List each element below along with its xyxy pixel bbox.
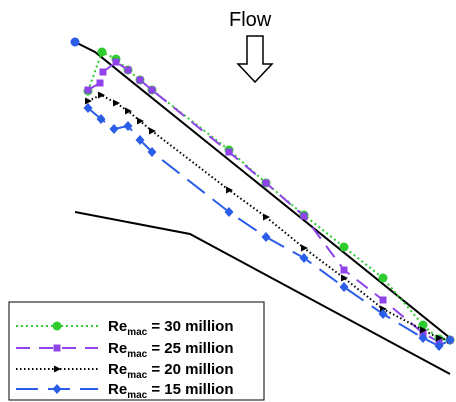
series-line-1 [87,50,451,341]
data-point-s3-3 [125,107,132,115]
legend-swatch-marker-1 [52,321,62,331]
data-point-s2-8 [262,179,270,187]
top-edge-line [74,41,451,339]
data-point-s4-2 [109,124,119,134]
data-point-s3-4 [137,117,144,125]
flow-annotation: Flow [229,9,274,84]
data-point-s4-0 [83,103,93,113]
legend-swatch-marker-4 [52,384,62,394]
data-point-s2-2 [99,68,107,76]
data-point-s2-6 [148,86,156,94]
lower-body-line [74,211,451,375]
series-line-2 [87,60,451,344]
data-point-s3-9 [341,274,348,282]
data-point-s1-1 [97,47,107,57]
data-point-s4-4 [135,135,145,145]
data-point-s3-5 [149,127,156,135]
data-point-s4-1 [96,114,106,124]
legend-label-2: Remac = 25 million [108,340,233,360]
legend-label-3: Remac = 20 million [108,361,233,381]
leading-edge-point [70,37,80,47]
flow-arrow-icon [236,35,274,84]
data-point-s4-8 [299,253,309,263]
legend-swatch-marker-3 [54,365,61,373]
data-point-s4-12 [434,341,444,351]
data-point-s2-4 [124,66,132,74]
data-point-s4-6 [224,207,234,217]
data-point-s4-7 [261,232,271,242]
flow-label: Flow [229,9,272,31]
data-point-s1-10 [378,273,388,283]
data-point-s3-11 [420,326,427,334]
data-point-s4-13 [445,335,455,345]
data-point-s3-1 [98,91,105,99]
data-point-s4-3 [123,121,133,131]
data-point-s4-5 [147,147,157,157]
data-point-s2-0 [84,86,92,94]
data-point-s3-7 [263,213,270,221]
data-point-s3-8 [301,244,308,252]
data-point-s1-9 [339,242,349,252]
data-point-s3-6 [226,186,233,194]
legend-label-4: Remac = 15 million [108,381,233,401]
leading-edge-marker [70,37,80,47]
data-point-s3-12 [436,334,443,342]
legend-box [8,301,265,401]
surface-outline [74,41,451,375]
data-point-s2-1 [96,79,104,87]
marker-layer [83,47,455,351]
data-point-s4-9 [339,282,349,292]
data-point-s2-9 [300,212,308,220]
data-point-s2-7 [225,148,233,156]
series-line-3 [87,93,451,341]
legend-swatch-marker-2 [53,344,61,352]
data-point-s2-11 [379,296,387,304]
data-point-s2-3 [112,58,120,66]
data-point-s2-10 [340,266,348,274]
legend-label-1: Remac = 30 million [108,318,233,338]
data-point-s3-0 [85,97,92,105]
data-point-s3-2 [113,99,120,107]
data-point-s2-5 [136,76,144,84]
data-point-s4-10 [378,309,388,319]
data-point-s4-11 [418,333,428,343]
